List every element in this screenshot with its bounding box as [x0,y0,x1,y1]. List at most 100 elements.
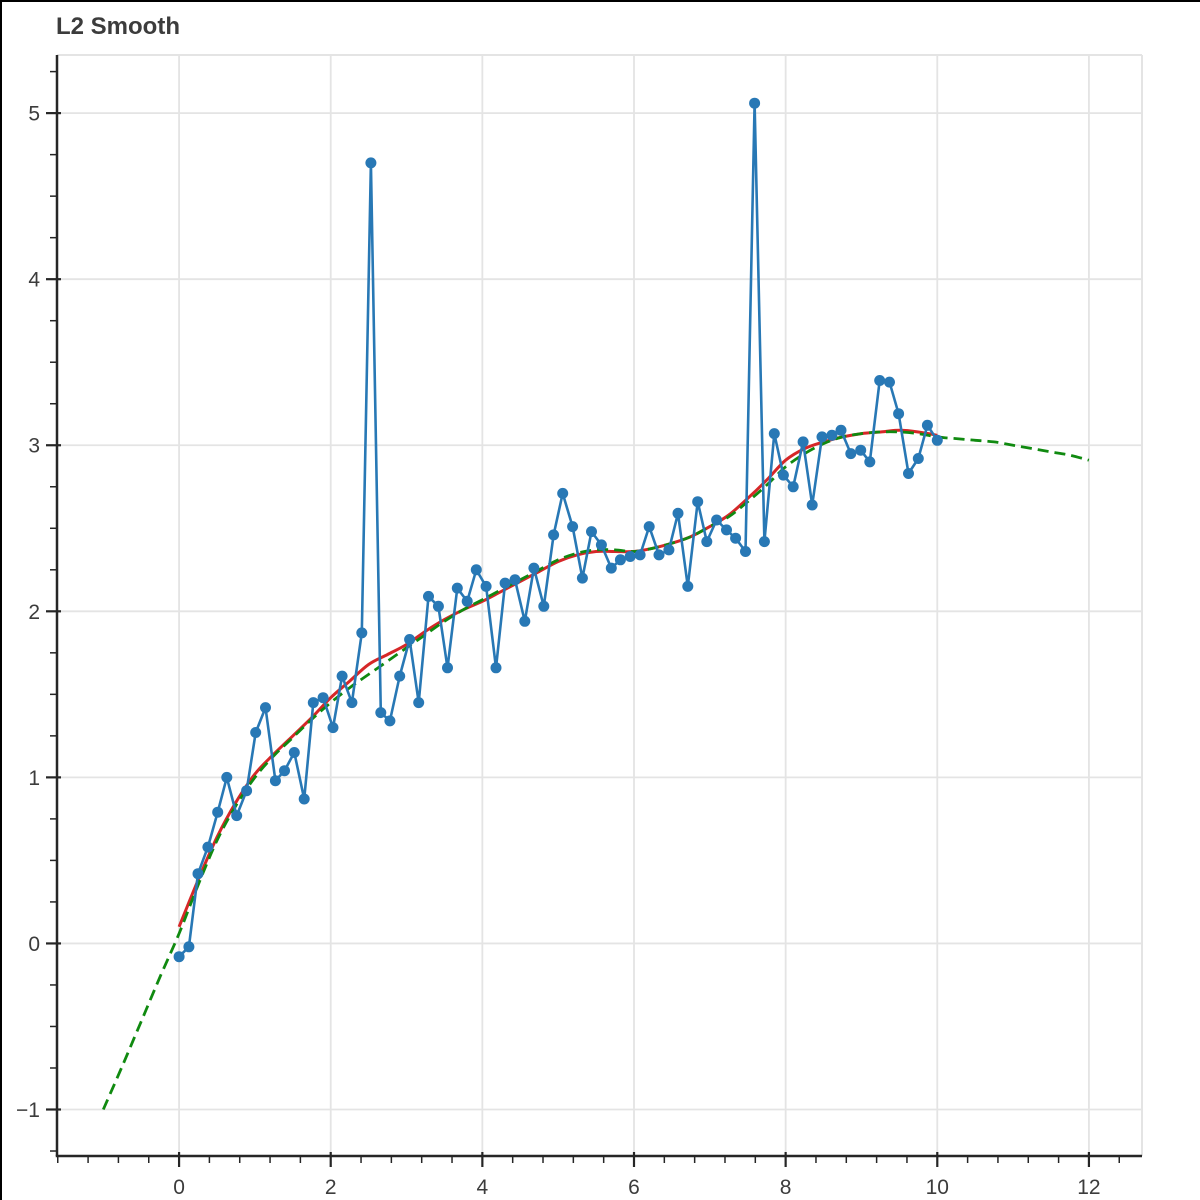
data-point [903,468,914,479]
data-point [307,697,319,709]
window-border-top [0,0,1200,2]
data-point [653,549,665,561]
data-point [451,582,463,594]
data-point [384,715,396,727]
data-point [816,431,828,443]
data-point [442,662,453,674]
data-point [605,562,617,574]
data-point [432,600,444,612]
data-point [711,514,723,526]
data-point [912,453,924,464]
l2-smooth-fit-line [177,428,938,928]
data-point [557,487,569,499]
data-point [567,521,579,533]
data-point [835,424,847,436]
noisy-data-line [178,101,939,958]
y-tick-label: 5 [28,103,40,126]
data-point [730,532,742,544]
data-point [874,375,886,386]
data-point [692,496,704,508]
data-point [643,521,655,533]
data-point [499,577,511,589]
data-point [586,526,597,538]
data-point [595,539,607,551]
data-point [327,722,339,734]
data-point [509,574,521,586]
data-point [884,376,895,388]
data-point [806,499,818,511]
data-point [893,408,905,420]
data-point [921,419,933,431]
data-point [317,692,329,704]
data-point [721,524,732,536]
data-point [672,507,684,519]
y-tick-label: −1 [16,1099,40,1122]
data-point [576,572,588,584]
x-tick-label: 0 [173,1176,185,1199]
x-tick-label: 6 [628,1176,640,1199]
data-point [758,536,770,548]
data-point [682,580,694,592]
data-point [173,951,185,963]
data-point [538,600,550,612]
data-point [279,765,290,777]
data-point [192,868,204,880]
y-tick-label: 1 [28,767,40,790]
noisy-data-series [178,101,939,958]
data-point [845,448,857,460]
data-point [519,615,531,627]
data-point [663,544,675,556]
data-point [528,562,540,574]
axis-ticks [46,70,1121,1167]
data-point [768,428,780,440]
data-point [855,444,867,456]
data-point [260,702,271,714]
y-tick-label: 4 [28,269,40,292]
data-point [749,97,761,109]
data-point [634,549,646,561]
data-point [183,941,195,953]
y-tick-label: 0 [28,933,40,956]
data-point [614,554,626,566]
gridlines [57,55,1142,1156]
data-point [470,564,482,576]
data-point [202,841,214,853]
data-point [864,456,876,468]
data-point [288,747,300,758]
data-point [740,546,751,557]
data-point [777,469,789,481]
data-point [423,590,434,602]
x-tick-label: 2 [325,1176,337,1199]
plot-frame [57,54,1143,1156]
data-point [701,536,713,548]
data-point [346,697,358,709]
chart-title: L2 Smooth [56,13,180,40]
window-border-left [0,0,2,1200]
data-point-markers [173,97,943,963]
data-point [826,429,838,441]
data-point [797,436,809,448]
data-point [221,771,233,783]
axes-spines [55,55,1142,1158]
data-point [375,707,387,719]
x-tick-label: 4 [477,1176,489,1199]
data-point [356,627,368,639]
data-point [231,810,243,822]
x-tick-label: 8 [780,1176,792,1199]
y-tick-label: 2 [28,601,40,624]
data-point [548,529,560,541]
x-tick-label: 12 [1077,1176,1100,1199]
data-point [787,481,799,493]
data-point [490,662,502,674]
data-point [365,157,377,169]
data-point [269,775,281,787]
data-point [404,634,416,645]
data-point [624,551,636,562]
data-point [394,670,406,682]
data-point [413,697,425,709]
data-point [298,793,310,805]
data-point [480,580,492,592]
